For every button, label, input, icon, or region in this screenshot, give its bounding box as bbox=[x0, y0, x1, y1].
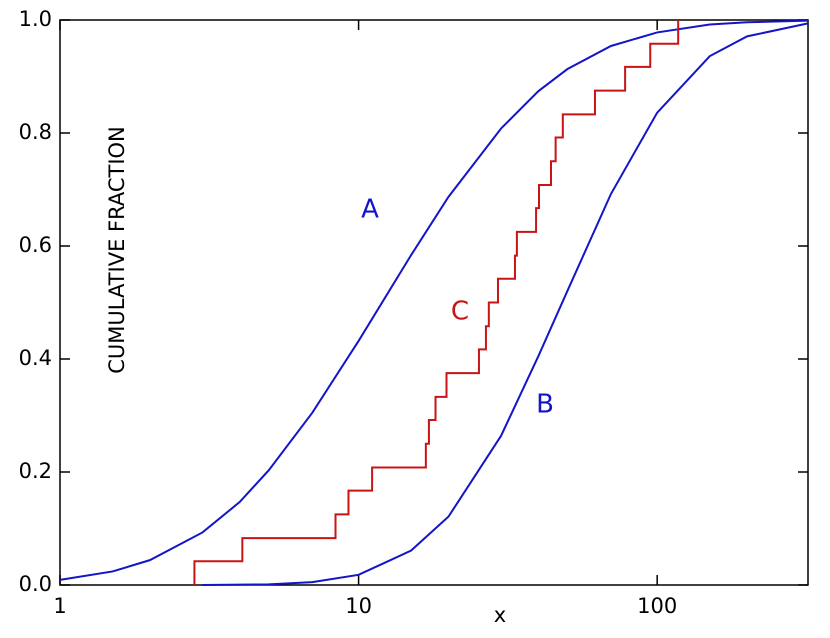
curve-label: B bbox=[536, 390, 554, 420]
y-axis-label: CUMULATIVE FRACTION bbox=[105, 126, 129, 374]
x-tick-label: 1 bbox=[53, 594, 66, 618]
y-tick-label: 0.8 bbox=[19, 120, 52, 144]
y-tick-label: 0.2 bbox=[19, 459, 52, 483]
plot-frame bbox=[59, 19, 809, 586]
y-tick-label: 0.4 bbox=[19, 346, 52, 370]
curve-label: C bbox=[451, 297, 469, 327]
y-tick-label: 1.0 bbox=[19, 7, 52, 31]
x-axis-label: x bbox=[494, 603, 506, 627]
x-tick-label: 10 bbox=[345, 594, 372, 618]
series-line bbox=[202, 22, 809, 586]
y-tick-label: 0.0 bbox=[19, 572, 52, 596]
y-tick-label: 0.6 bbox=[19, 233, 52, 257]
series-line bbox=[59, 19, 809, 581]
x-tick-label: 100 bbox=[637, 594, 677, 618]
curve-label: A bbox=[361, 195, 379, 225]
series-line bbox=[193, 20, 680, 585]
